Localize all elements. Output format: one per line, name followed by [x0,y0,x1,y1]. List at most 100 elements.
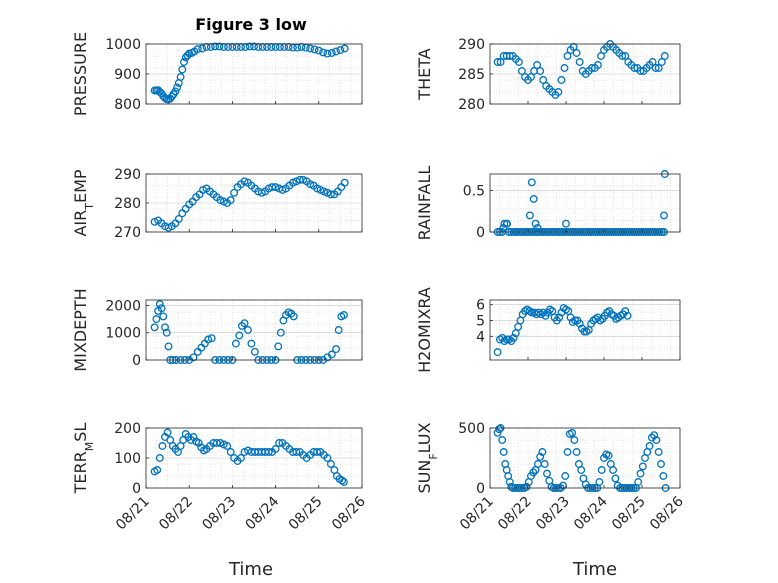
y-axis-label: H2OMIXRA [415,287,434,373]
data-point [275,439,284,447]
axes-box [489,173,681,233]
data-point [660,211,668,220]
data-point [326,460,335,468]
data-point [575,58,584,66]
data-point [193,45,202,54]
data-point [540,460,549,468]
y-tick-label: 500 [458,421,485,437]
data-point [339,478,348,486]
data-point [509,333,518,342]
data-point [152,315,161,324]
data-point [336,46,345,54]
grid-lines [146,427,362,489]
y-axis-label: SUNFLUX [415,422,440,493]
y-axis-label: AIRTEMP [71,169,96,236]
data-point [593,61,602,69]
y-tick-label: 0 [476,481,485,497]
data-point [340,44,349,53]
y-tick-label: 0.5 [463,184,485,200]
data-point [568,428,577,437]
y-tick-label: 0 [132,481,141,497]
data-point [500,219,509,228]
y-tick-label: 4 [476,329,485,345]
data-point [230,188,239,197]
data-point [648,58,657,66]
data-point [314,46,323,55]
data-point [634,478,643,486]
data-point [645,442,654,450]
data-point [164,342,173,351]
data-point [339,311,348,319]
data-point [268,183,277,192]
data-point [609,466,618,474]
data-point [338,476,347,485]
data-point [659,472,668,480]
data-point [226,196,235,205]
y-tick-label: 0 [132,353,141,369]
data-point [493,58,502,66]
data-series [150,428,348,486]
axes-box [489,299,681,361]
data-point [660,52,669,60]
data-point [604,451,613,460]
data-point [171,87,180,96]
data-point [332,345,341,354]
y-tick-label: 200 [114,421,141,437]
data-point [250,347,259,356]
data-point [503,219,512,228]
data-point [161,323,169,332]
y-axis-label: RAINFALL [415,166,434,241]
y-tick-label: 100 [114,451,141,467]
data-series [493,303,632,357]
data-point [207,334,216,343]
h2omixra-subplot: 456 H2OMIXRA [415,287,681,373]
data-point [621,307,630,316]
data-point [292,448,301,456]
data-point [332,47,341,56]
data-point [580,327,589,336]
data-point [159,312,168,321]
y-tick-label: 290 [114,167,141,183]
data-point [650,431,659,440]
plot-area [490,174,680,232]
data-point [531,219,540,228]
data-point [163,428,172,437]
data-point [231,339,240,348]
data-point [223,442,232,450]
data-point [499,448,508,456]
y-tick-label: 290 [458,37,485,53]
data-point [189,353,198,362]
data-point [498,436,507,444]
data-point [572,49,581,57]
data-point [587,64,596,72]
y-axis-label: THETA [415,48,434,100]
y-tick-label: 1000 [105,326,141,342]
data-point [533,61,542,69]
data-point [618,52,627,60]
data-point [572,448,581,456]
data-point [560,64,569,72]
pressure-subplot: 800 900 1000 PRESSURE [71,32,363,116]
data-point [226,448,235,456]
data-point [204,335,213,344]
data-point [597,52,605,60]
data-point [183,51,192,60]
y-tick-label: 1000 [105,37,141,53]
y-axis-label: TERRMSL [71,423,96,495]
data-point [271,183,280,192]
data-point [527,73,535,81]
data-point [313,448,322,456]
data-point [529,194,538,203]
data-point [150,217,159,226]
y-tick-label: 2000 [105,298,141,314]
data-point [525,211,534,220]
y-tick-label: 900 [114,67,141,83]
data-point [654,64,663,72]
figure-title: Figure 3 low [195,15,307,34]
data-point [245,42,254,51]
data-series [150,175,349,232]
data-point [555,313,564,322]
data-point [173,83,182,92]
data-point [636,67,645,75]
y-tick-label: 280 [114,196,141,212]
